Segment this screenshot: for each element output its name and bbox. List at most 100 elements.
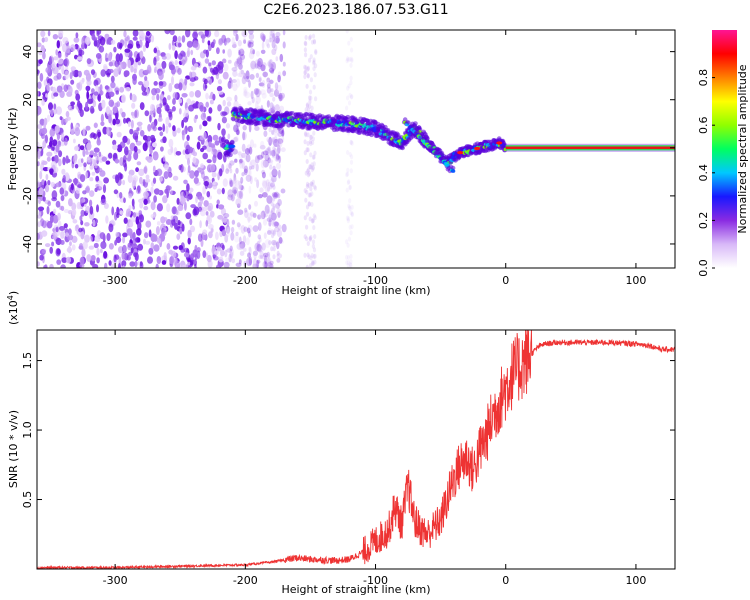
noise-speckle: [174, 50, 178, 60]
noise-speckle: [269, 102, 274, 110]
noise-speckle: [131, 93, 137, 103]
noise-speckle: [155, 226, 160, 235]
noise-speckle: [171, 45, 176, 51]
noise-speckle: [207, 134, 213, 144]
noise-speckle: [217, 79, 222, 85]
noise-speckle: [99, 36, 106, 46]
noise-speckle: [106, 72, 111, 78]
noise-speckle: [172, 35, 178, 43]
noise-speckle: [257, 154, 261, 161]
noise-speckle: [253, 88, 260, 95]
noise-speckle: [96, 204, 99, 213]
noise-speckle: [72, 219, 78, 224]
faint-streak: [346, 150, 350, 155]
faint-streak: [269, 30, 273, 36]
signal-halo: [450, 165, 456, 171]
noise-speckle: [264, 153, 270, 161]
faint-streak: [306, 252, 310, 258]
noise-speckle: [113, 46, 117, 53]
snr-panel: -300 -200 -100 0 100 1.5 1.0 0.5 Height of str…: [6, 291, 676, 596]
noise-speckle: [121, 111, 126, 118]
noise-speckle: [203, 200, 209, 207]
noise-speckle: [220, 207, 227, 216]
noise-speckle: [139, 214, 144, 223]
noise-speckle: [63, 84, 69, 92]
noise-speckle: [256, 260, 260, 268]
noise-speckle: [132, 36, 138, 41]
noise-speckle: [60, 264, 66, 268]
noise-speckle: [55, 182, 62, 188]
faint-streak: [309, 152, 313, 158]
noise-speckle: [99, 90, 104, 96]
noise-speckle: [99, 232, 106, 240]
y-tick-label: 1.5: [21, 352, 34, 370]
x-tick-label: -100: [363, 574, 388, 587]
noise-speckle: [254, 100, 259, 110]
noise-speckle: [237, 180, 243, 187]
noise-speckle: [144, 232, 149, 239]
noise-speckle: [235, 58, 239, 65]
noise-speckle: [203, 78, 208, 85]
noise-speckle: [39, 254, 44, 261]
faint-streak: [312, 213, 316, 219]
x-tick-label: 100: [625, 274, 646, 287]
noise-speckle: [266, 77, 271, 83]
noise-speckle: [230, 232, 235, 241]
faint-streak: [304, 107, 308, 113]
noise-speckle: [186, 183, 190, 192]
faint-streak: [272, 184, 276, 190]
noise-speckle: [150, 103, 155, 112]
noise-speckle: [200, 112, 207, 121]
noise-speckle: [114, 211, 118, 221]
noise-speckle: [218, 204, 225, 210]
noise-speckle: [229, 247, 234, 257]
noise-speckle: [257, 57, 263, 68]
noise-speckle: [276, 258, 281, 263]
noise-speckle: [90, 255, 96, 262]
noise-speckle: [238, 159, 243, 165]
noise-speckle: [150, 201, 156, 211]
noise-speckle: [237, 151, 242, 156]
noise-speckle: [229, 77, 232, 83]
noise-speckle: [142, 44, 146, 53]
noise-speckle: [259, 212, 265, 220]
noise-speckle: [274, 44, 278, 51]
noise-speckle: [37, 81, 42, 90]
noise-speckle: [255, 88, 261, 98]
noise-speckle: [136, 43, 141, 49]
noise-speckle: [279, 53, 284, 63]
faint-streak: [309, 181, 313, 187]
noise-speckle: [277, 198, 282, 207]
signal-halo: [385, 128, 391, 133]
noise-speckle: [223, 261, 230, 268]
noise-speckle: [233, 137, 238, 142]
noise-speckle: [273, 136, 278, 144]
noise-speckle: [181, 223, 185, 232]
noise-speckle: [133, 129, 139, 137]
noise-speckle: [201, 37, 205, 44]
noise-speckle: [177, 42, 182, 48]
noise-speckle: [262, 159, 269, 168]
noise-speckle: [242, 131, 246, 141]
noise-speckle: [75, 224, 79, 229]
noise-speckle: [212, 39, 216, 45]
noise-speckle: [108, 114, 112, 124]
noise-speckle: [180, 163, 184, 173]
noise-speckle: [93, 40, 98, 47]
noise-speckle: [186, 257, 192, 263]
noise-speckle: [232, 41, 237, 48]
noise-speckle: [189, 82, 195, 87]
noise-speckle: [280, 147, 286, 153]
faint-streak: [267, 146, 271, 152]
noise-speckle: [96, 257, 100, 264]
faint-streak: [309, 77, 313, 83]
noise-speckle: [70, 44, 76, 52]
noise-speckle: [71, 104, 75, 110]
faint-streak: [305, 211, 310, 217]
noise-speckle: [72, 69, 75, 77]
noise-speckle: [135, 57, 139, 63]
noise-speckle: [244, 209, 249, 219]
noise-speckle: [192, 151, 198, 157]
noise-speckle: [138, 210, 143, 216]
signal-halo: [400, 145, 405, 151]
